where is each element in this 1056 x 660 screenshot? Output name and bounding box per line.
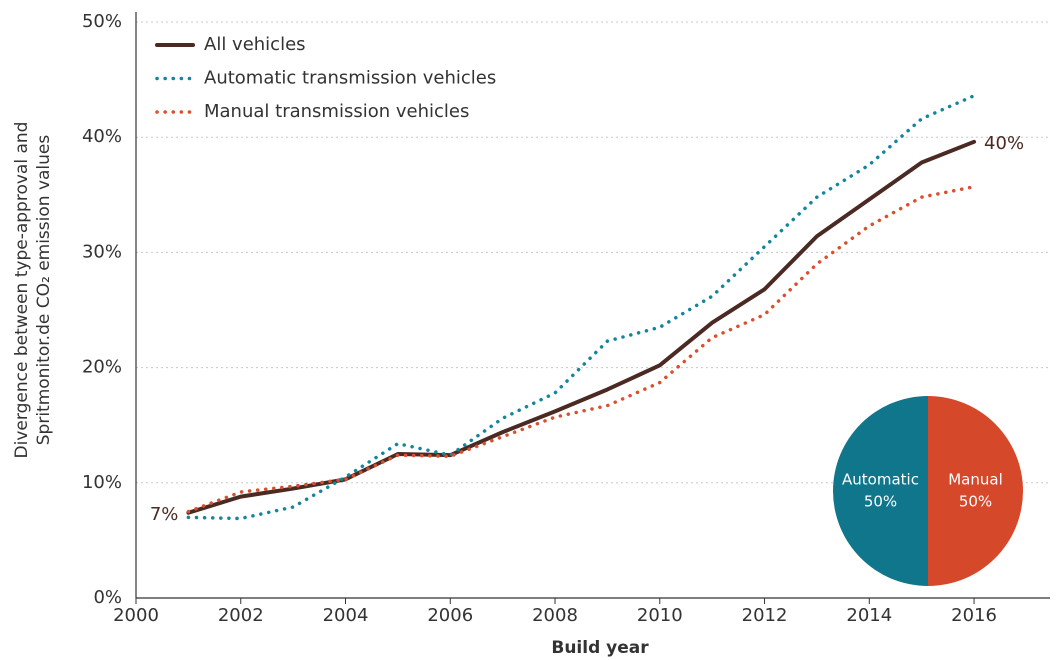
y-axis-label: Spritmonitor.de CO₂ emission values	[34, 135, 54, 446]
legend-label: Manual transmission vehicles	[204, 101, 469, 122]
data-label: 40%	[984, 133, 1024, 154]
y-tick-label: 20%	[82, 357, 122, 378]
x-axis-label: Build year	[551, 638, 649, 658]
series-line	[186, 93, 976, 521]
pie-label: Automatic	[842, 471, 919, 489]
x-tick-label: 2010	[637, 605, 683, 626]
x-tick-label: 2012	[742, 605, 788, 626]
y-tick-label: 50%	[82, 11, 122, 32]
x-tick-label: 2014	[846, 605, 892, 626]
y-tick-label: 30%	[82, 241, 122, 262]
x-tick-label: 2016	[951, 605, 997, 626]
legend-label: All vehicles	[204, 34, 306, 55]
pie-value-label: 50%	[864, 493, 897, 511]
x-tick-label: 2000	[113, 605, 159, 626]
y-axis-label: Divergence between type-approval and	[12, 122, 32, 459]
pie-label: Manual	[948, 471, 1003, 489]
x-tick-label: 2008	[532, 605, 578, 626]
y-tick-label: 10%	[82, 472, 122, 493]
data-label: 7%	[150, 504, 179, 525]
series-line	[186, 139, 977, 515]
y-tick-label: 0%	[93, 587, 122, 608]
x-tick-label: 2006	[427, 605, 473, 626]
pie-slice	[833, 396, 928, 586]
y-tick-label: 40%	[82, 126, 122, 147]
x-tick-label: 2002	[218, 605, 264, 626]
legend-label: Automatic transmission vehicles	[204, 68, 496, 89]
x-tick-label: 2004	[323, 605, 369, 626]
pie-value-label: 50%	[959, 493, 992, 511]
pie-slice	[928, 396, 1023, 586]
